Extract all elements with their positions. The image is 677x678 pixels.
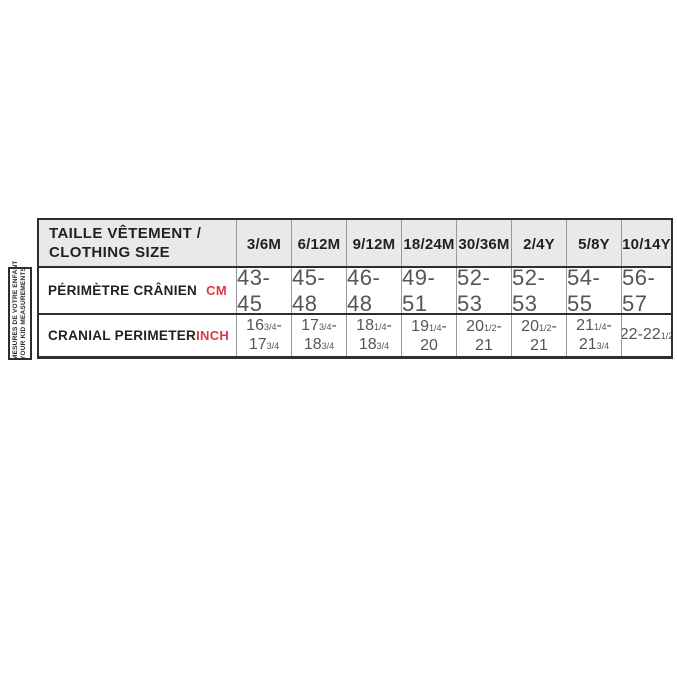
inch-unit-label: INCH <box>196 328 230 343</box>
inch-value: 173/4- 183/4 <box>291 315 346 356</box>
cm-value: 54-55 <box>566 268 621 313</box>
side-label-line-fr: MESURES DE VOTRE ENFANT <box>12 259 19 360</box>
column-header-18-24m: 18/24M <box>401 220 456 266</box>
inch-row-label-cell: CRANIAL PERIMETER INCH <box>39 315 236 356</box>
cm-value: 52-53 <box>511 268 566 313</box>
inch-value: 163/4- 173/4 <box>236 315 291 356</box>
inch-row-label: CRANIAL PERIMETER <box>48 328 197 343</box>
inch-value: 211/4- 213/4 <box>566 315 621 356</box>
size-table: TAILLE VÊTEMENT / CLOTHING SIZE 3/6M 6/1… <box>37 218 673 359</box>
inch-value: 201/2- 21 <box>511 315 566 356</box>
cm-row-label-cell: PÉRIMÈTRE CRÂNIEN CM <box>39 268 236 313</box>
inch-row: CRANIAL PERIMETER INCH 163/4- 173/4 173/4… <box>39 313 671 356</box>
inch-value: 191/4- 20 <box>401 315 456 356</box>
table-title-line1: TAILLE VÊTEMENT / <box>49 225 202 242</box>
cm-value: 46-48 <box>346 268 401 313</box>
side-label-line-en: YOUR KID MEASUREMENTS <box>20 266 27 360</box>
cm-row-label: PÉRIMÈTRE CRÂNIEN <box>48 283 198 298</box>
column-header-30-36m: 30/36M <box>456 220 511 266</box>
cm-value: 56-57 <box>621 268 671 313</box>
column-header-6-12m: 6/12M <box>291 220 346 266</box>
cm-unit-label: CM <box>206 283 227 298</box>
column-header-9-12m: 9/12M <box>346 220 401 266</box>
table-title: TAILLE VÊTEMENT / CLOTHING SIZE <box>39 220 236 266</box>
side-measurements-label: MESURES DE VOTRE ENFANT YOUR KID MEASURE… <box>12 259 28 360</box>
column-header-3-6m: 3/6M <box>236 220 291 266</box>
inch-value: 181/4- 183/4 <box>346 315 401 356</box>
table-header-row: TAILLE VÊTEMENT / CLOTHING SIZE 3/6M 6/1… <box>39 220 671 266</box>
side-measurements-box: MESURES DE VOTRE ENFANT YOUR KID MEASURE… <box>8 259 32 360</box>
column-header-2-4y: 2/4Y <box>511 220 566 266</box>
column-header-5-8y: 5/8Y <box>566 220 621 266</box>
cm-row: PÉRIMÈTRE CRÂNIEN CM 43-45 45-48 46-48 4… <box>39 266 671 313</box>
cm-value: 43-45 <box>236 268 291 313</box>
inch-value: 22-221/2 <box>621 315 671 356</box>
inch-value: 201/2- 21 <box>456 315 511 356</box>
column-header-10-14y: 10/14Y <box>621 220 671 266</box>
cm-value: 52-53 <box>456 268 511 313</box>
table-title-line2: CLOTHING SIZE <box>49 244 171 261</box>
cm-value: 49-51 <box>401 268 456 313</box>
cm-value: 45-48 <box>291 268 346 313</box>
